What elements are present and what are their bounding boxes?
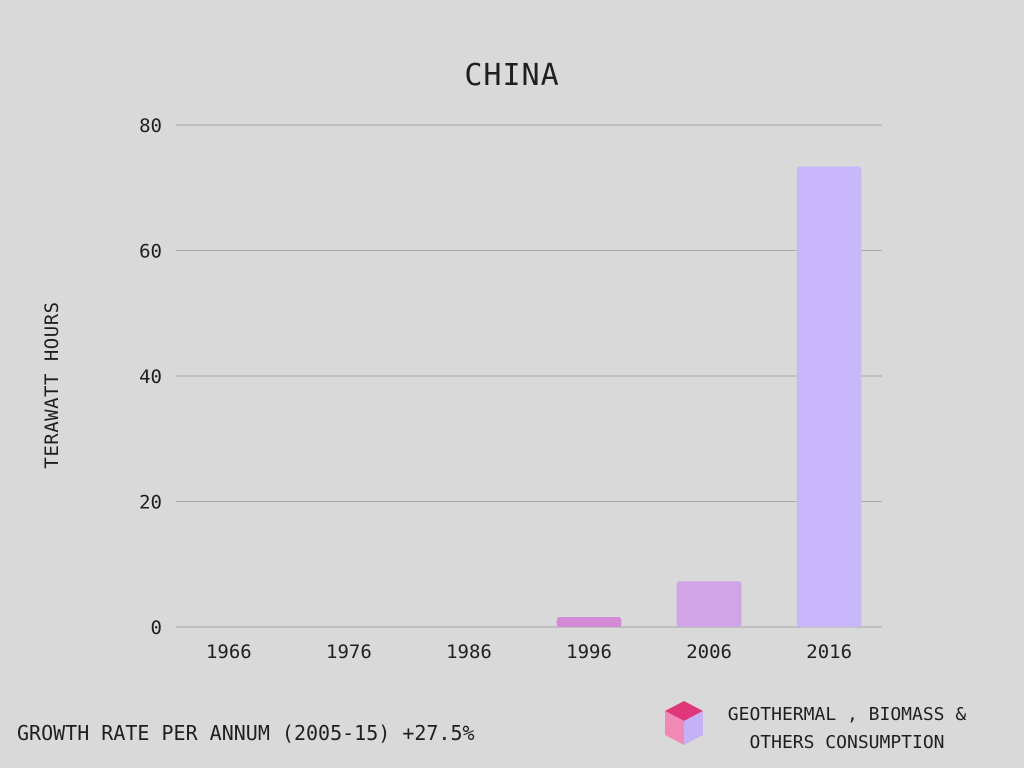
legend-label: GEOTHERMAL , BIOMASS & OTHERS CONSUMPTIO… <box>712 701 982 757</box>
x-tick-label-1986: 1986 <box>446 641 492 663</box>
legend-label-line-2: OTHERS CONSUMPTION <box>749 732 945 753</box>
y-tick-label-40: 40 <box>139 366 162 388</box>
x-tick-label-2016: 2016 <box>806 641 852 663</box>
y-tick-label-60: 60 <box>139 241 162 263</box>
bar-2006 <box>676 581 742 627</box>
legend-label-line-1: GEOTHERMAL , BIOMASS & <box>727 704 967 725</box>
x-tick-label-1966: 1966 <box>206 641 252 663</box>
x-tick-label-1996: 1996 <box>566 641 612 663</box>
y-tick-label-20: 20 <box>139 492 162 514</box>
y-tick-label-0: 0 <box>151 617 162 639</box>
x-tick-label-1976: 1976 <box>326 641 372 663</box>
x-tick-label-2006: 2006 <box>686 641 732 663</box>
chart-title: CHINA <box>464 58 560 93</box>
growth-rate-note: GROWTH RATE PER ANNUM (2005-15) +27.5% <box>17 721 475 745</box>
y-tick-label-80: 80 <box>139 115 162 137</box>
bar-2016 <box>796 166 862 628</box>
bar-1996 <box>556 616 622 627</box>
legend-cube-icon <box>665 701 703 745</box>
